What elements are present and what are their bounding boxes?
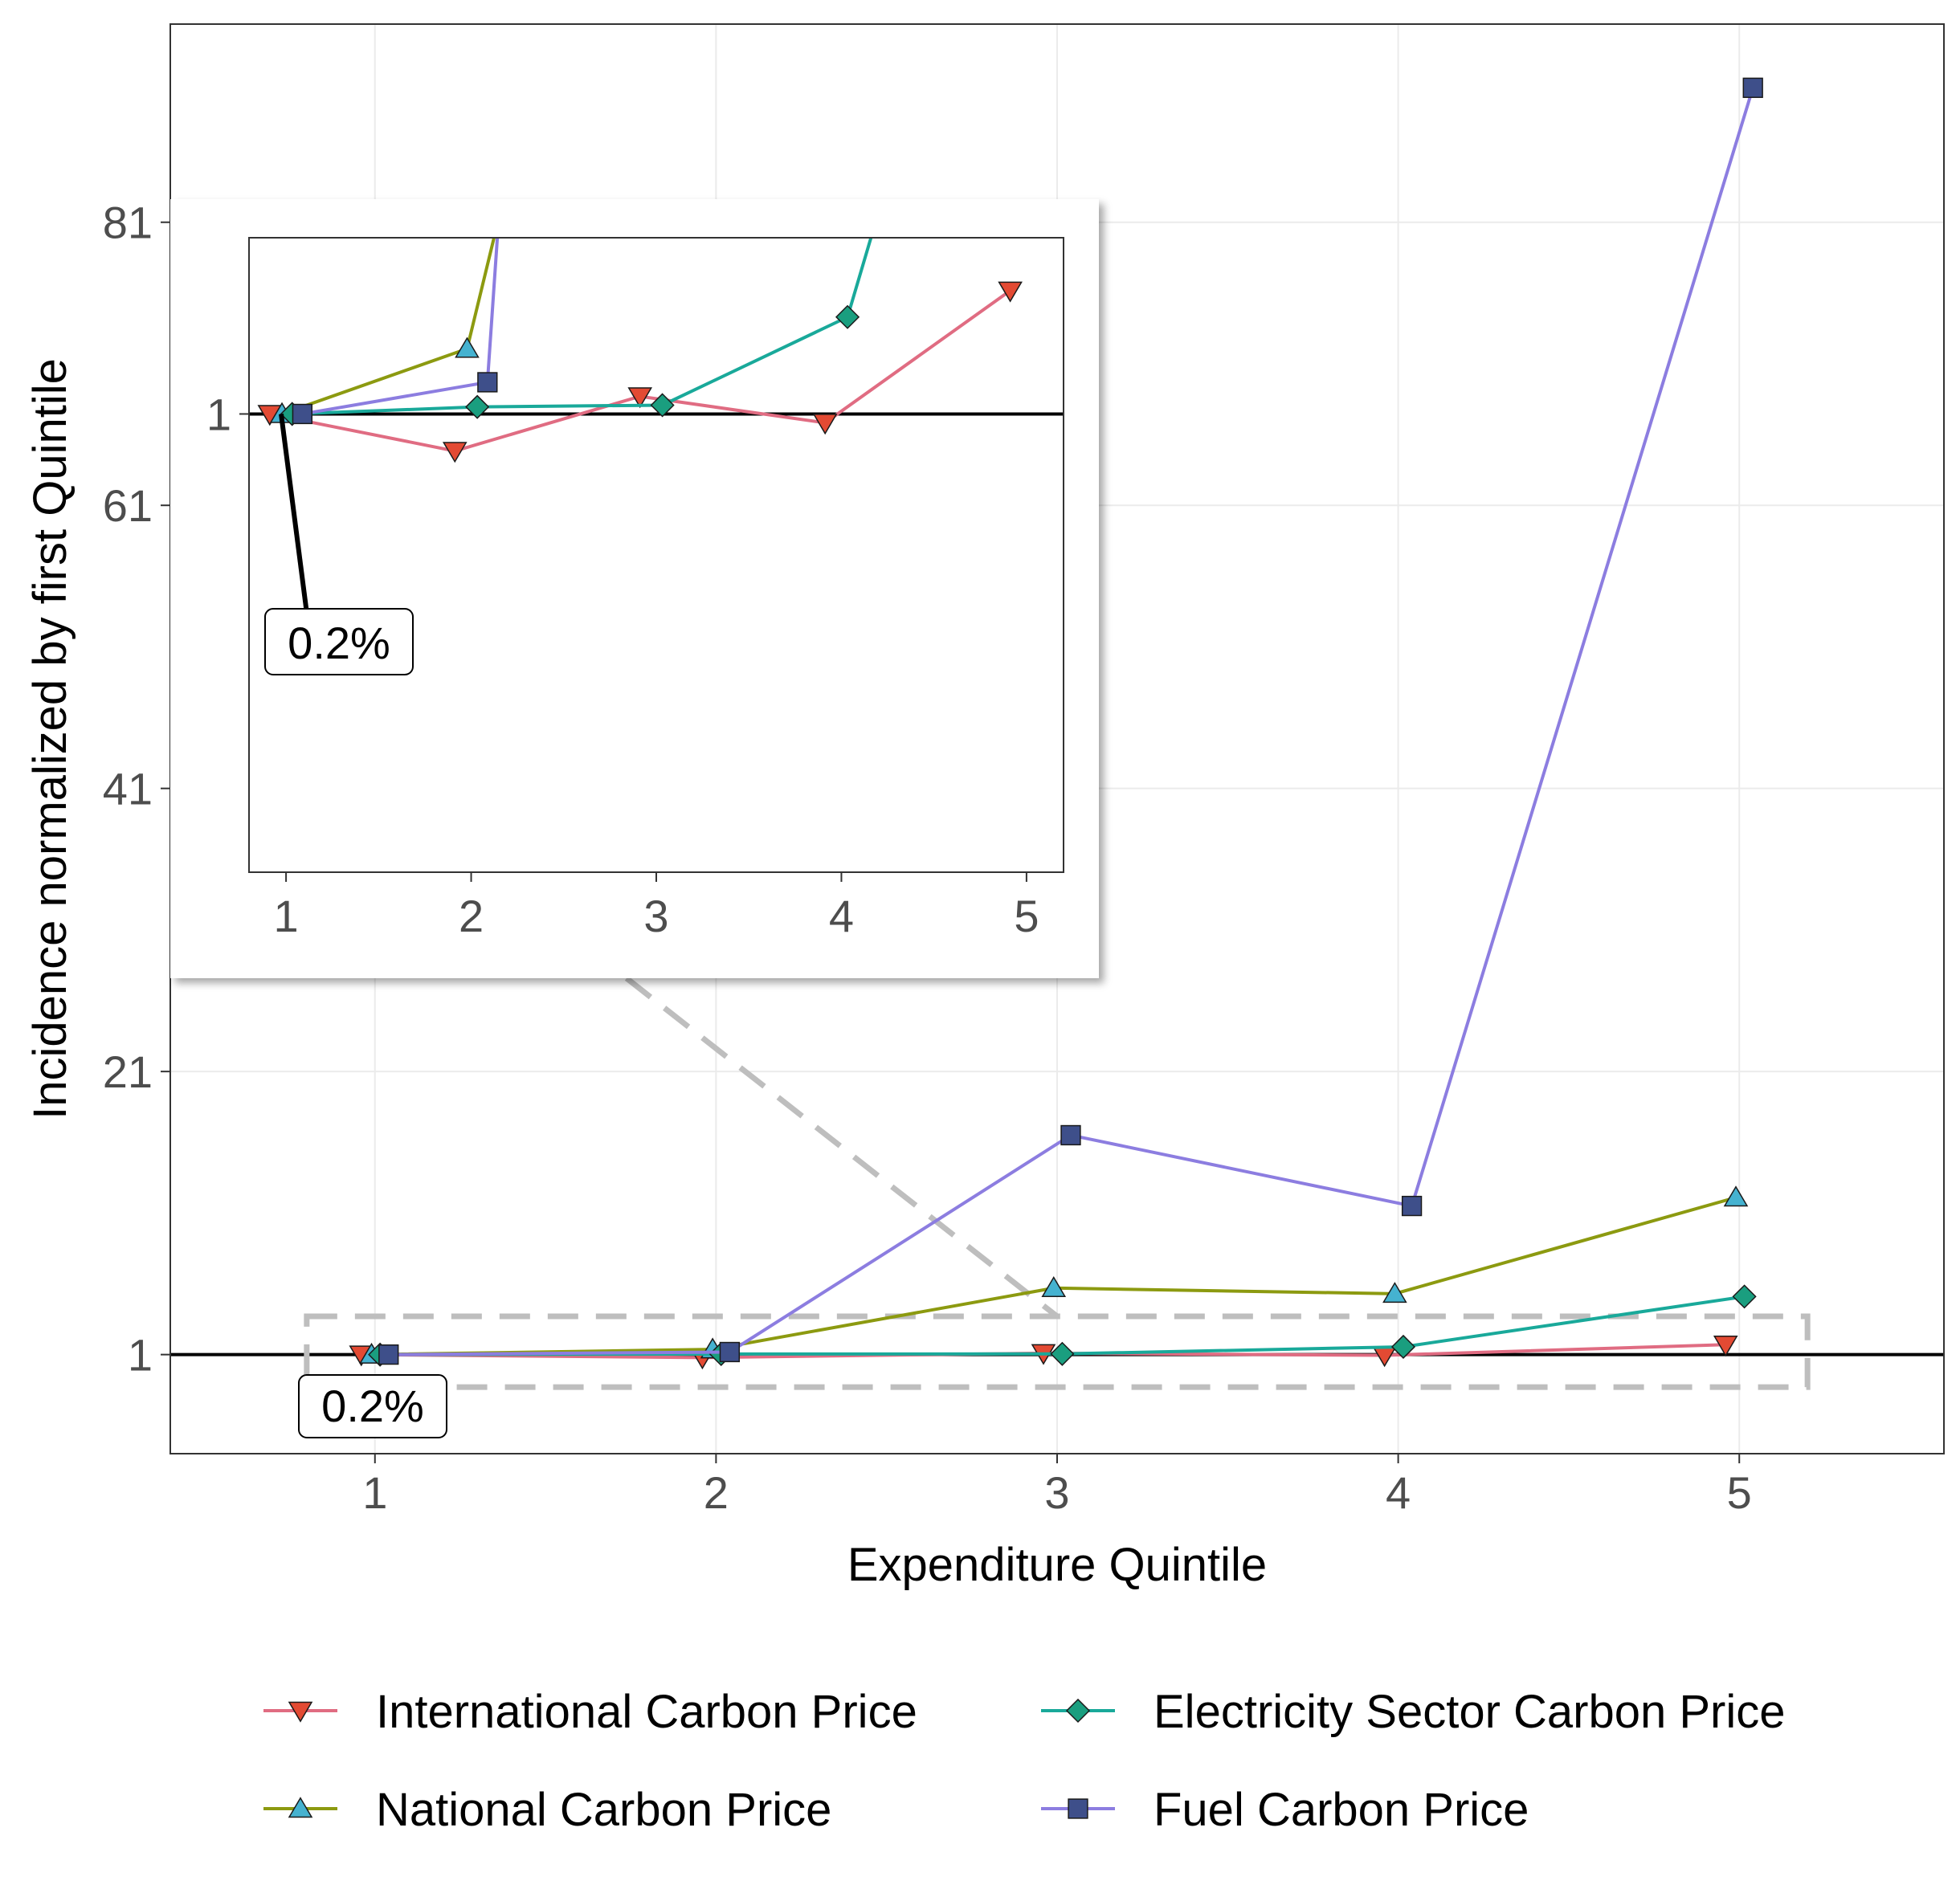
data-point — [1713, 1336, 1738, 1357]
inset-x-tick-label: 3 — [643, 891, 668, 941]
inset-data-point — [650, 393, 675, 418]
data-point — [1401, 1195, 1423, 1217]
inset-data-point — [455, 337, 480, 358]
inset-series-4 — [292, 238, 500, 425]
y-tick-label: 1 — [128, 1330, 153, 1381]
inset-y-axis-ticks: 1 — [206, 389, 249, 439]
y-tick-label: 21 — [103, 1046, 153, 1097]
annotation-label: 0.2% — [321, 1381, 424, 1431]
inset-x-tick-label: 4 — [829, 891, 854, 941]
x-axis-title: Expenditure Quintile — [847, 1539, 1267, 1591]
inset-series-line — [281, 238, 496, 416]
zoom-connector-line — [624, 976, 1060, 1319]
inset-data-point — [465, 394, 490, 419]
data-point — [1742, 77, 1763, 98]
inset-series-group — [257, 238, 1023, 463]
inset-series-3 — [280, 238, 873, 426]
data-point — [1041, 1276, 1067, 1298]
legend-label: Electricity Sector Carbon Price — [1154, 1686, 1785, 1738]
x-tick-label: 3 — [1044, 1467, 1069, 1518]
legend-item: Fuel Carbon Price — [1041, 1784, 1529, 1836]
inset-x-axis-ticks: 1 2 3 4 5 — [274, 872, 1039, 941]
legend-key-marker — [1068, 1798, 1088, 1819]
inset-plot-area — [249, 238, 1064, 872]
inset-annotation-box — [264, 608, 414, 675]
inset-data-point — [998, 281, 1023, 303]
legend-item: National Carbon Price — [263, 1784, 831, 1836]
zoom-region — [304, 976, 1811, 1390]
inset-series-1 — [257, 281, 1023, 463]
inset-data-point — [812, 414, 838, 435]
data-point — [378, 1344, 399, 1365]
legend: International Carbon Price Electricity Se… — [263, 1686, 1785, 1836]
y-tick-label: 81 — [103, 198, 153, 248]
legend-key-marker — [1065, 1698, 1091, 1724]
y-axis-title: Incidence normalized by first Quintile — [24, 358, 76, 1120]
inset-data-point — [835, 304, 860, 329]
inset-x-tick-label: 2 — [459, 891, 484, 941]
x-tick-label: 1 — [362, 1467, 387, 1518]
legend-label: National Carbon Price — [376, 1784, 831, 1836]
inset-panel: 0.2% 1 1 2 3 4 5 — [170, 199, 1099, 978]
inset-y-tick-label: 1 — [206, 389, 231, 439]
inset-series-line — [302, 238, 500, 416]
inset-annotation: 0.2% — [264, 414, 414, 675]
legend-label: International Carbon Price — [376, 1686, 917, 1738]
inset-data-point — [292, 403, 313, 425]
legend-item: Electricity Sector Carbon Price — [1041, 1686, 1785, 1738]
data-point — [1050, 1341, 1075, 1366]
legend-key-marker — [288, 1797, 313, 1818]
series-4 — [378, 77, 1763, 1365]
legend-label: Fuel Carbon Price — [1154, 1784, 1529, 1836]
annotation: 0.2% — [298, 1374, 447, 1438]
x-tick-label: 4 — [1386, 1467, 1411, 1518]
x-tick-label: 2 — [704, 1467, 729, 1518]
y-axis-ticks: 1 21 41 61 81 — [103, 198, 170, 1381]
inset-data-point — [627, 387, 653, 409]
data-point — [1732, 1284, 1757, 1309]
data-point — [719, 1341, 741, 1363]
inset-x-tick-label: 1 — [274, 891, 299, 941]
data-point — [1390, 1334, 1416, 1360]
data-point — [1060, 1124, 1081, 1146]
inset-data-point — [477, 372, 498, 393]
legend-item: International Carbon Price — [263, 1686, 917, 1738]
inset-annotation-pointer — [279, 414, 309, 614]
data-point — [1723, 1185, 1749, 1207]
annotation-box — [298, 1374, 447, 1438]
series-group — [349, 77, 1763, 1370]
inset-x-tick-label: 5 — [1014, 891, 1039, 941]
y-tick-label: 41 — [103, 764, 153, 814]
legend-key-marker — [288, 1701, 313, 1723]
x-tick-label: 5 — [1727, 1467, 1752, 1518]
data-point — [1382, 1282, 1407, 1303]
inset-annotation-label: 0.2% — [288, 618, 390, 668]
inset-data-point — [442, 442, 468, 463]
y-tick-label: 61 — [103, 480, 153, 531]
x-axis-ticks: 1 2 3 4 5 — [362, 1454, 1752, 1518]
